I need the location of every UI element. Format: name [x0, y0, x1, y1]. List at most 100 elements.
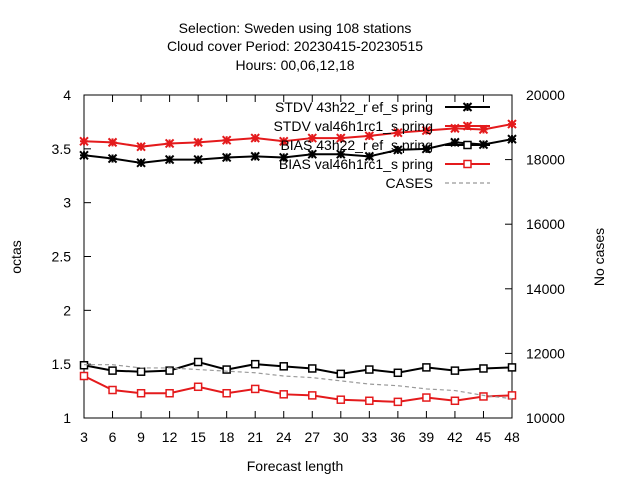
series-point-3 — [450, 396, 460, 406]
series-point-2 — [136, 367, 146, 376]
series-point-3 — [136, 388, 146, 398]
chart-title-line-1: Selection: Sweden using 108 stations — [179, 20, 412, 36]
legend-marker — [462, 102, 473, 112]
y-tick-label-left: 1 — [63, 410, 71, 426]
series-point-0 — [364, 151, 375, 162]
series-point-2 — [507, 363, 517, 372]
legend-label: BIAS val46h1rc1_s pring — [279, 156, 433, 172]
series-point-3 — [479, 392, 488, 401]
y-tick-label-left: 3 — [63, 195, 71, 211]
series-point-2 — [393, 368, 403, 378]
x-tick-label: 24 — [276, 429, 292, 445]
x-tick-label: 33 — [362, 429, 378, 445]
series-line-2 — [83, 360, 513, 375]
series-point-0 — [279, 152, 289, 163]
x-tick-label: 6 — [109, 429, 117, 445]
series-point-0 — [79, 150, 89, 161]
series-point-0 — [507, 134, 517, 144]
series-point-1 — [421, 125, 432, 136]
y-tick-label-right: 20000 — [526, 87, 565, 103]
y-tick-label-left: 4 — [63, 87, 71, 103]
series-point-1 — [279, 136, 289, 147]
x-tick-label: 15 — [190, 429, 206, 445]
series-point-1 — [221, 135, 232, 145]
x-tick-label: 3 — [80, 429, 88, 445]
series-point-3 — [422, 393, 431, 402]
series-point-3 — [79, 371, 89, 381]
x-tick-label: 18 — [219, 429, 235, 445]
y-tick-label-right: 16000 — [526, 216, 565, 232]
series-point-0 — [307, 149, 317, 159]
series-point-2 — [222, 365, 231, 374]
y-tick-label-right: 18000 — [526, 152, 565, 168]
y-tick-label-left: 2.5 — [52, 249, 72, 265]
legend-label: BIAS 43h22_r ef_s pring — [280, 137, 433, 153]
series-point-2 — [308, 364, 317, 373]
legend-label: STDV 43h22_r ef_s pring — [275, 99, 433, 115]
series-point-3 — [393, 397, 403, 407]
series-point-0 — [136, 158, 146, 168]
series-point-0 — [250, 151, 260, 162]
series-point-0 — [421, 144, 432, 154]
y-tick-label-right: 12000 — [526, 345, 565, 361]
series-point-0 — [336, 149, 346, 159]
y-tick-label-left: 1.5 — [52, 356, 72, 372]
series-point-2 — [165, 366, 174, 375]
series-point-2 — [279, 362, 288, 371]
y-tick-label-right: 14000 — [526, 281, 565, 297]
legend-marker — [463, 159, 472, 169]
series-point-0 — [393, 145, 403, 155]
x-tick-label: 12 — [162, 429, 178, 445]
y-tick-label-left: 2 — [63, 302, 71, 318]
x-tick-label: 27 — [304, 429, 320, 445]
legend-label: STDV val46h1rc1_s pring — [273, 118, 433, 134]
y-axis-left-label: octas — [8, 240, 24, 273]
x-tick-label: 39 — [419, 429, 435, 445]
chart-title-line-2: Cloud cover Period: 20230415-20230515 — [167, 38, 423, 54]
series-point-3 — [250, 384, 260, 394]
series-point-0 — [193, 154, 203, 165]
series-point-2 — [250, 359, 260, 369]
series-point-3 — [222, 388, 231, 398]
chart-title-line-3: Hours: 00,06,12,18 — [235, 57, 354, 73]
series-point-3 — [336, 395, 346, 404]
series-point-3 — [279, 390, 288, 399]
y-axis-right-label: No cases — [591, 228, 607, 286]
series-point-0 — [221, 152, 232, 163]
series-point-2 — [479, 364, 488, 373]
series-point-2 — [422, 363, 431, 372]
x-tick-label: 42 — [447, 429, 463, 445]
series-point-1 — [193, 137, 203, 148]
y-tick-label-right: 10000 — [526, 410, 565, 426]
series-line-0 — [83, 138, 513, 164]
series-point-2 — [336, 369, 346, 379]
plot-area: 3 6 9 12 15 18 21 24 27 30 33 36 39 42 45 4811.522.533.… — [52, 87, 566, 445]
legend-marker — [463, 140, 472, 150]
series-point-1 — [136, 141, 146, 152]
series-point-0 — [107, 153, 118, 164]
series-point-2 — [193, 357, 203, 367]
series-point-2 — [450, 366, 460, 375]
series-point-1 — [107, 137, 118, 148]
series-point-3 — [193, 382, 203, 392]
series-point-1 — [393, 127, 403, 138]
series-line-4 — [84, 364, 513, 400]
x-tick-label: 21 — [247, 429, 263, 445]
series-point-3 — [308, 391, 317, 400]
series-point-1 — [250, 133, 260, 143]
series-point-3 — [507, 391, 517, 400]
x-axis-label: Forecast length — [247, 458, 344, 474]
legend-label: CASES — [386, 175, 433, 191]
series-line-3 — [83, 375, 513, 403]
series-point-1 — [79, 136, 89, 147]
series-point-1 — [307, 133, 317, 143]
series-point-3 — [365, 396, 374, 406]
series-line-1 — [83, 123, 513, 148]
series-point-1 — [164, 138, 175, 149]
series-point-0 — [164, 154, 175, 165]
x-tick-label: 48 — [504, 429, 520, 445]
series-point-3 — [165, 388, 174, 398]
series-point-2 — [108, 366, 117, 375]
